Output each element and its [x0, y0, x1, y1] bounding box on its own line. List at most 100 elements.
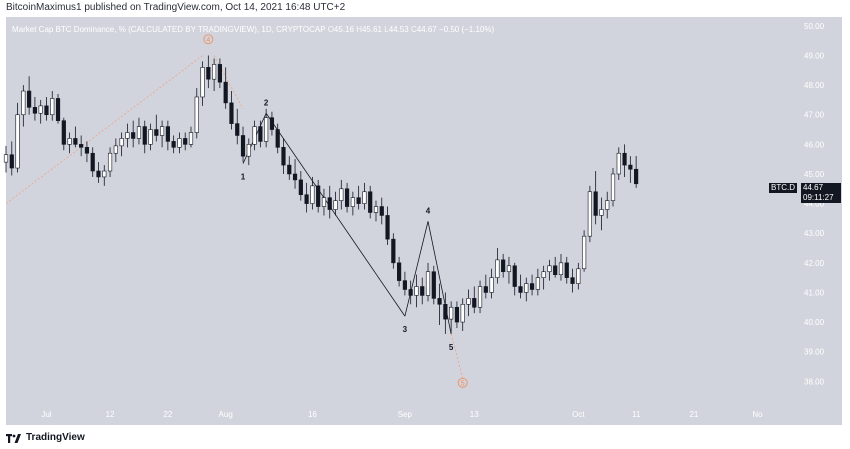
candle-body	[298, 179, 303, 196]
candle-body	[535, 277, 540, 290]
candle-body	[3, 154, 9, 163]
chart-area[interactable]	[6, 17, 842, 425]
candle	[454, 301, 460, 328]
candle-body	[264, 117, 269, 142]
candle	[483, 274, 488, 299]
legend-open-label: O	[327, 25, 334, 34]
candle-body	[593, 191, 598, 216]
bar-countdown: 09:11:27	[803, 193, 834, 202]
chart-legend: Market Cap BTC Dominance, % (CALCULATED …	[12, 24, 494, 35]
candle-body	[275, 129, 280, 148]
x-tick-label: 12	[106, 410, 115, 419]
symbol-label: BTC.D	[771, 183, 795, 192]
footer-brand[interactable]: TradingView	[26, 432, 85, 443]
x-tick-label: No	[752, 410, 763, 419]
candle-body	[385, 215, 390, 240]
candle-body	[21, 90, 26, 116]
candle	[327, 185, 332, 219]
candle	[501, 253, 506, 278]
candle	[622, 144, 627, 177]
candle	[125, 123, 130, 148]
price-tag: BTC.D	[766, 183, 808, 193]
candle	[518, 274, 523, 299]
candle-body	[524, 283, 529, 293]
candle-body	[327, 197, 332, 210]
candle-body	[159, 126, 165, 136]
candle	[616, 147, 621, 180]
candle	[316, 179, 321, 213]
candle	[38, 99, 43, 124]
y-axis[interactable]: 50.00 49.00 48.00 47.00 46.00 45.00 44.00 43.00…	[804, 22, 825, 386]
candle-body	[501, 259, 506, 273]
candle-body	[582, 235, 587, 270]
marker-circle	[203, 34, 214, 45]
candle	[495, 248, 500, 284]
candle-body	[27, 90, 32, 108]
candle	[154, 114, 159, 142]
y-tick-label: 50.00	[804, 22, 825, 31]
candle-body	[119, 138, 124, 147]
projection-line	[5, 55, 203, 204]
candle	[373, 200, 379, 222]
legend-high: 45.61	[361, 25, 382, 34]
candle	[287, 156, 292, 180]
candle-body	[466, 298, 471, 305]
candle-body	[90, 152, 95, 172]
candle	[408, 280, 413, 305]
candle	[73, 126, 78, 148]
candle-body	[610, 173, 616, 201]
candle-body	[96, 170, 101, 178]
wave-label-5: 5	[449, 343, 454, 352]
x-tick-label: Jul	[41, 410, 51, 419]
footer: TradingView	[6, 430, 85, 446]
candle	[437, 283, 442, 326]
candle	[96, 162, 101, 183]
x-tick-label: 16	[308, 410, 317, 419]
candle	[576, 262, 581, 290]
candle	[524, 277, 529, 302]
candle-body	[443, 303, 448, 320]
x-tick-label: 11	[632, 410, 641, 419]
legend-close-label: C	[410, 25, 417, 34]
candle	[235, 108, 240, 145]
candle	[159, 120, 165, 148]
y-tick-label: 47.00	[804, 111, 825, 120]
y-tick-label: 48.00	[804, 81, 825, 90]
legend-title: Market Cap BTC Dominance, %	[12, 25, 126, 34]
y-tick-label: 42.00	[804, 259, 825, 268]
candle	[15, 102, 20, 173]
candle-body	[512, 265, 517, 287]
y-tick-label: 44.00	[804, 200, 825, 209]
projection-line	[450, 333, 464, 379]
candle-body	[599, 209, 604, 216]
legend-low: 44.53	[388, 25, 409, 34]
candle	[298, 171, 303, 201]
candle	[3, 145, 9, 173]
candle	[397, 256, 402, 287]
candle-body	[518, 286, 523, 293]
candle	[443, 292, 448, 334]
candle-body	[397, 262, 402, 281]
candle	[344, 182, 350, 213]
candle-body	[32, 107, 37, 114]
candle	[564, 256, 569, 284]
candle	[460, 298, 465, 331]
candle	[148, 123, 153, 151]
candle	[217, 58, 222, 89]
candle-body	[373, 206, 379, 213]
candle	[194, 88, 199, 139]
candle	[310, 176, 315, 210]
candle	[206, 55, 211, 89]
candle-body	[177, 138, 182, 148]
candle	[414, 274, 419, 308]
candle-body	[281, 147, 286, 166]
candle	[339, 179, 344, 210]
y-tick-label: 40.00	[804, 318, 825, 327]
candle-body	[477, 286, 483, 308]
candle	[9, 141, 14, 176]
candle-body	[113, 145, 118, 154]
wave-marker-4: 4	[203, 34, 214, 45]
x-axis[interactable]: Jul 12 22 Aug 16 Sep 13 Oct 11 21 No	[41, 410, 763, 419]
projection-layer	[5, 55, 464, 379]
